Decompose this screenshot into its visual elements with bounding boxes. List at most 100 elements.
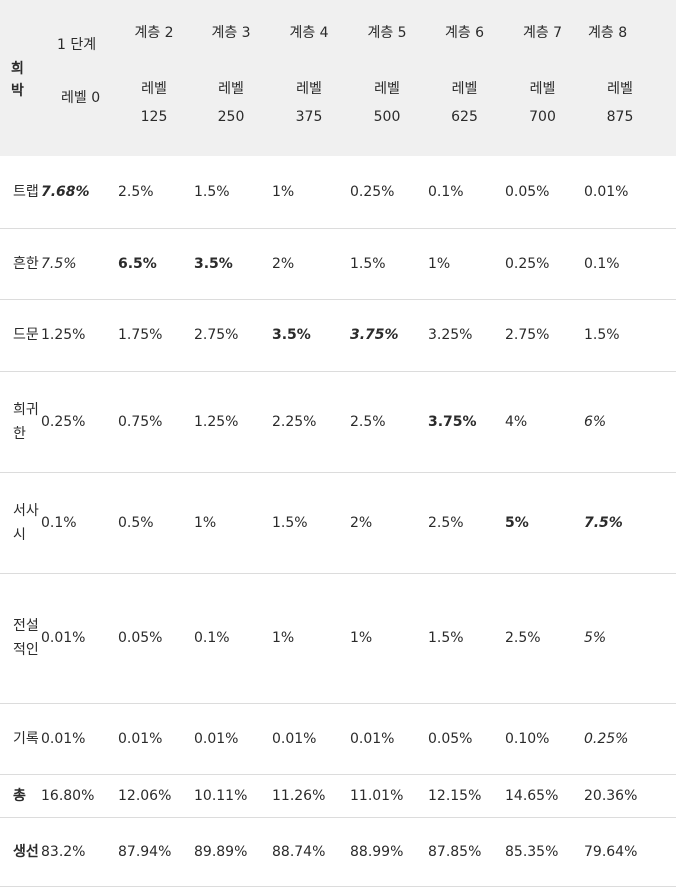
table-cell: 2.5% xyxy=(118,183,154,200)
table-cell: 1.25% xyxy=(194,413,239,430)
table-cell: 0.10% xyxy=(505,730,550,747)
table-cell: 2.5% xyxy=(428,514,464,531)
table-cell: 1.5% xyxy=(350,255,386,272)
table-row-common: 흔한 7.5% 6.5% 3.5% 2% 1.5% 1% 0.25% 0.1% xyxy=(0,228,676,299)
table-cell: 1% xyxy=(428,255,451,272)
table-cell: 87.85% xyxy=(428,843,482,860)
table-row-fish: 생선 83.2% 87.94% 89.89% 88.74% 88.99% 87.… xyxy=(0,817,676,886)
row-label: 기록 xyxy=(13,730,39,747)
table-row-legendary: 전설적인 0.01% 0.05% 0.1% 1% 1% 1.5% 2.5% 5% xyxy=(0,573,676,703)
table-cell: 3.75% xyxy=(350,327,399,343)
table-cell: 3.25% xyxy=(428,327,473,343)
header-tier-label: 계층 2 xyxy=(134,25,174,41)
table-cell: 1% xyxy=(272,630,295,646)
header-level-label: 레벨 500 xyxy=(373,81,401,125)
table-cell: 0.01% xyxy=(194,730,239,747)
header-col-8: 계층 8 레벨 875 xyxy=(582,0,676,156)
table-row-epic: 서사시 0.1% 0.5% 1% 1.5% 2% 2.5% 5% 7.5% xyxy=(0,472,676,573)
table-cell: 2.5% xyxy=(350,413,386,430)
row-label: 생선 xyxy=(13,843,39,860)
header-level-label: 레벨 250 xyxy=(217,81,245,125)
header-level-label: 레벨 625 xyxy=(451,81,478,125)
table-cell: 2% xyxy=(272,255,295,272)
table-cell: 89.89% xyxy=(194,843,248,860)
header-col-2: 계층 2 레벨 125 xyxy=(116,0,192,156)
header-col-5: 계층 5 레벨 500 xyxy=(348,0,426,156)
table-cell: 4% xyxy=(505,413,528,430)
row-label: 흔한 xyxy=(13,255,39,272)
table-cell: 0.25% xyxy=(584,730,629,747)
table-cell: 1.25% xyxy=(41,327,86,343)
table-cell: 7.5% xyxy=(584,514,623,531)
table-cell: 0.05% xyxy=(505,183,550,200)
table-cell: 2.75% xyxy=(194,327,239,343)
header-col-6: 계층 6 레벨 625 xyxy=(426,0,503,156)
table-cell: 0.01% xyxy=(118,730,163,747)
table-cell: 0.25% xyxy=(505,255,550,272)
table-cell: 2.5% xyxy=(505,630,541,646)
table-cell: 85.35% xyxy=(505,843,559,860)
table-cell: 79.64% xyxy=(584,843,638,860)
table-cell: 11.01% xyxy=(350,787,404,804)
table-cell: 14.65% xyxy=(505,787,559,804)
table-cell: 0.1% xyxy=(41,514,77,531)
table-cell: 6% xyxy=(584,413,607,430)
table-cell: 0.01% xyxy=(584,183,629,200)
table-cell: 0.1% xyxy=(428,183,464,200)
header-tier-label: 계층 4 xyxy=(289,25,329,41)
table-cell: 1% xyxy=(194,514,217,531)
table-cell: 0.05% xyxy=(428,730,473,747)
table-cell: 1.75% xyxy=(118,327,163,343)
table-cell: 0.25% xyxy=(350,183,395,200)
table-cell: 5% xyxy=(584,630,607,646)
table-cell: 0.25% xyxy=(41,413,86,430)
table-cell: 10.11% xyxy=(194,787,248,804)
table-cell: 5% xyxy=(505,514,529,531)
table-cell: 11.26% xyxy=(272,787,326,804)
table-cell: 2.25% xyxy=(272,413,317,430)
header-col-4: 계층 4 레벨 375 xyxy=(270,0,348,156)
table-cell: 2.75% xyxy=(505,327,550,343)
table-cell: 12.06% xyxy=(118,787,172,804)
table-row-trap: 트랩 7.68% 2.5% 1.5% 1% 0.25% 0.1% 0.05% 0… xyxy=(0,156,676,228)
table-cell: 0.01% xyxy=(41,730,86,747)
table-cell: 87.94% xyxy=(118,843,172,860)
header-tier-label: 1 단계 xyxy=(57,37,97,53)
header-tier-label: 계층 7 xyxy=(522,25,563,41)
table-row-uncommon: 드문 1.25% 1.75% 2.75% 3.5% 3.75% 3.25% 2.… xyxy=(0,299,676,371)
table-row-total: 총 16.80% 12.06% 10.11% 11.26% 11.01% 12.… xyxy=(0,774,676,817)
table-cell: 0.75% xyxy=(118,413,163,430)
header-col-1: 1 단계 레벨 0 xyxy=(39,0,116,156)
table-cell: 7.5% xyxy=(41,255,77,272)
table-cell: 20.36% xyxy=(584,787,638,804)
table-row-record: 기록 0.01% 0.01% 0.01% 0.01% 0.01% 0.05% 0… xyxy=(0,703,676,774)
table-cell: 0.05% xyxy=(118,630,163,646)
table-row-rare: 희귀한 0.25% 0.75% 1.25% 2.25% 2.5% 3.75% 4… xyxy=(0,371,676,472)
row-label: 트랩 xyxy=(13,183,39,200)
table-cell: 1.5% xyxy=(272,514,308,531)
table-cell: 7.68% xyxy=(41,183,90,200)
table-cell: 0.01% xyxy=(272,730,317,747)
header-tier-label: 계층 3 xyxy=(211,25,251,41)
table-cell: 88.99% xyxy=(350,843,404,860)
header-level-label: 레벨 375 xyxy=(295,81,323,125)
table-cell: 1% xyxy=(272,183,295,200)
table-cell: 6.5% xyxy=(118,255,157,272)
table-cell: 3.75% xyxy=(428,413,477,430)
table-cell: 3.5% xyxy=(272,327,311,343)
table-cell: 1% xyxy=(350,630,373,646)
header-col-3: 계층 3 레벨 250 xyxy=(192,0,270,156)
table-cell: 0.5% xyxy=(118,514,154,531)
table-cell: 88.74% xyxy=(272,843,326,860)
header-row: 희박 1 단계 레벨 0 계층 2 레벨 125 계층 3 레벨 250 계층 … xyxy=(0,0,676,156)
table-cell: 16.80% xyxy=(41,787,95,804)
row-label: 희귀한 xyxy=(13,401,39,442)
header-rarity: 희박 xyxy=(11,61,24,99)
table-cell: 1.5% xyxy=(584,327,620,343)
table-cell: 0.1% xyxy=(194,630,230,646)
table-cell: 83.2% xyxy=(41,843,86,860)
table-cell: 0.01% xyxy=(41,630,86,646)
table-cell: 3.5% xyxy=(194,255,233,272)
header-tier-label: 계층 6 xyxy=(444,25,485,41)
